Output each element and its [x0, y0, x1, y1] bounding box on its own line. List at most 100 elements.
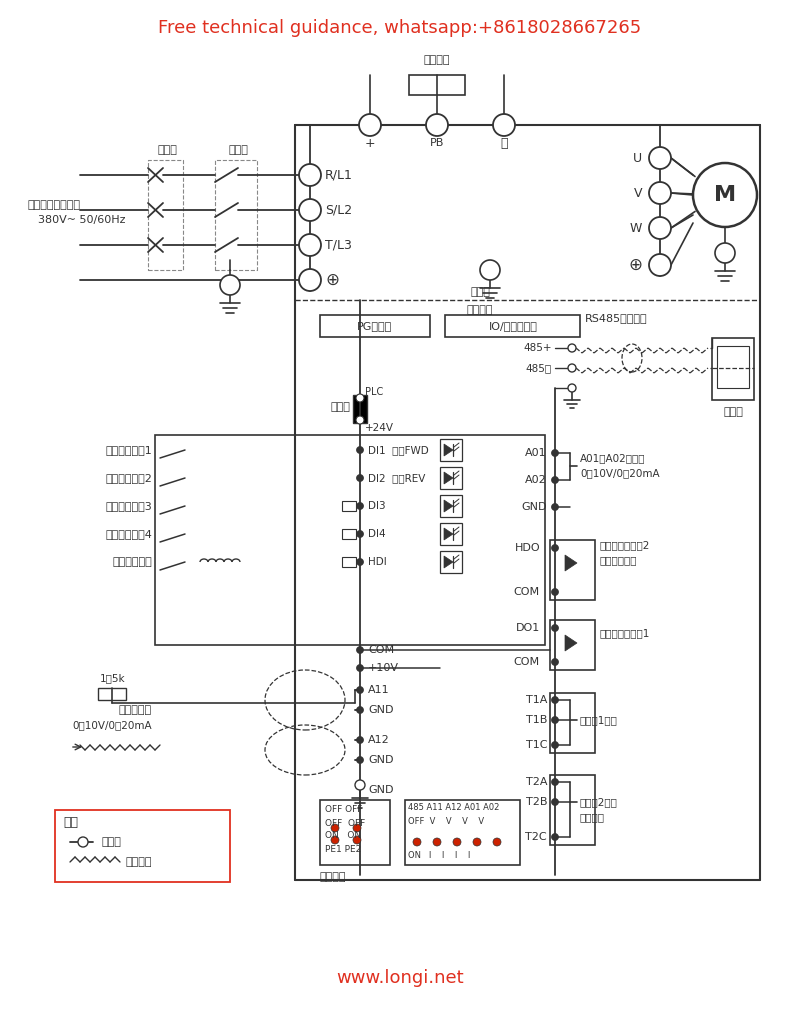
Circle shape [426, 114, 448, 136]
Polygon shape [444, 444, 453, 456]
Text: A02: A02 [526, 475, 547, 485]
Text: PE1 PE2: PE1 PE2 [325, 846, 362, 854]
Bar [55, 810, 230, 882]
Circle shape [357, 706, 363, 714]
Text: GND: GND [522, 502, 547, 512]
Circle shape [715, 243, 735, 263]
Text: A11: A11 [368, 685, 390, 695]
Text: DO1: DO1 [516, 623, 540, 633]
Text: 0～10V/0～20mA: 0～10V/0～20mA [580, 468, 660, 478]
Bar [98, 688, 126, 700]
Circle shape [568, 384, 576, 392]
Circle shape [357, 665, 363, 672]
Text: COM: COM [514, 657, 540, 667]
Text: 主回路: 主回路 [470, 287, 490, 297]
Text: GND: GND [368, 785, 394, 795]
Circle shape [356, 416, 364, 425]
Circle shape [568, 364, 576, 372]
Circle shape [353, 836, 361, 844]
Text: 1～5k: 1～5k [100, 673, 126, 683]
Circle shape [551, 588, 558, 596]
Text: HDO: HDO [514, 543, 540, 553]
Text: 制动电阻: 制动电阻 [424, 55, 450, 65]
Text: RS485通讯接口: RS485通讯接口 [585, 313, 648, 323]
Text: 485 A11 A12 A01 A02: 485 A11 A12 A01 A02 [408, 803, 499, 812]
Text: OFF  OFF: OFF OFF [325, 818, 366, 828]
Text: 0～10V/0～20mA: 0～10V/0～20mA [72, 720, 152, 730]
Circle shape [299, 269, 321, 291]
Text: 维电器2输出: 维电器2输出 [580, 797, 618, 807]
Bar [550, 540, 595, 600]
Text: OFF OFF: OFF OFF [325, 805, 362, 814]
Text: 485－: 485－ [526, 363, 552, 373]
Circle shape [359, 114, 381, 136]
Circle shape [357, 646, 363, 654]
Text: 三相交流电源输入: 三相交流电源输入 [27, 200, 80, 210]
Circle shape [649, 147, 671, 169]
Text: PG扩展槽: PG扩展槽 [358, 321, 393, 331]
Text: ⊕: ⊕ [628, 256, 642, 274]
Circle shape [356, 394, 364, 402]
Text: （选配）: （选配） [580, 812, 605, 822]
Polygon shape [444, 528, 453, 540]
Text: ⊕: ⊕ [325, 271, 339, 289]
Circle shape [413, 838, 421, 846]
Circle shape [357, 503, 363, 509]
Circle shape [493, 114, 515, 136]
Bar [550, 775, 595, 845]
Text: T2B: T2B [526, 797, 547, 807]
Text: 数字输入端子1: 数字输入端子1 [106, 445, 152, 455]
Bar [445, 315, 580, 337]
Circle shape [473, 838, 481, 846]
Text: +: + [365, 136, 375, 150]
Text: 维电器1输出: 维电器1输出 [580, 715, 618, 725]
Circle shape [357, 474, 363, 482]
Bar [550, 620, 595, 670]
Text: A01、A02输出：: A01、A02输出： [580, 453, 646, 463]
Text: 开路集电极输出1: 开路集电极输出1 [600, 628, 650, 638]
Text: COM: COM [514, 587, 540, 597]
Text: 数字输入端子4: 数字输入端子4 [105, 529, 152, 539]
Bar [155, 435, 545, 645]
Circle shape [357, 686, 363, 693]
Text: OFF  V    V    V    V: OFF V V V V [408, 817, 484, 827]
Text: 接触器: 接触器 [228, 145, 248, 155]
Text: R/L1: R/L1 [325, 169, 353, 181]
Circle shape [357, 530, 363, 538]
Text: T1C: T1C [526, 740, 547, 750]
Text: 380V~ 50/60Hz: 380V~ 50/60Hz [38, 215, 126, 225]
Circle shape [331, 836, 339, 844]
Circle shape [357, 559, 363, 566]
Circle shape [551, 717, 558, 724]
Circle shape [551, 476, 558, 484]
Text: S/L2: S/L2 [325, 204, 352, 217]
Polygon shape [565, 635, 577, 651]
Bar [342, 501, 356, 511]
Text: PLC: PLC [365, 387, 383, 397]
Polygon shape [565, 555, 577, 571]
Text: 数字输入端子2: 数字输入端子2 [105, 473, 152, 483]
Text: 数字输入端子3: 数字输入端子3 [106, 501, 152, 511]
Circle shape [551, 696, 558, 703]
Text: T2A: T2A [526, 777, 547, 787]
Circle shape [453, 838, 461, 846]
Bar [440, 495, 462, 517]
Text: －: － [500, 136, 508, 150]
Text: A01: A01 [526, 448, 547, 458]
Circle shape [299, 234, 321, 256]
Circle shape [649, 217, 671, 239]
Text: 高速脉冲输入: 高速脉冲输入 [112, 557, 152, 567]
Text: 上位机: 上位机 [723, 407, 743, 417]
Circle shape [357, 447, 363, 453]
Circle shape [433, 838, 441, 846]
Text: 双绞电缆: 双绞电缆 [125, 857, 151, 867]
Circle shape [220, 275, 240, 295]
Circle shape [551, 779, 558, 786]
Bar [405, 800, 520, 865]
Text: 接地选择: 接地选择 [320, 872, 346, 882]
Text: GND: GND [368, 755, 394, 765]
Text: 控制回路: 控制回路 [466, 305, 494, 315]
Text: IO/通信扩展槽: IO/通信扩展槽 [489, 321, 538, 331]
Circle shape [78, 837, 88, 847]
Circle shape [551, 659, 558, 666]
